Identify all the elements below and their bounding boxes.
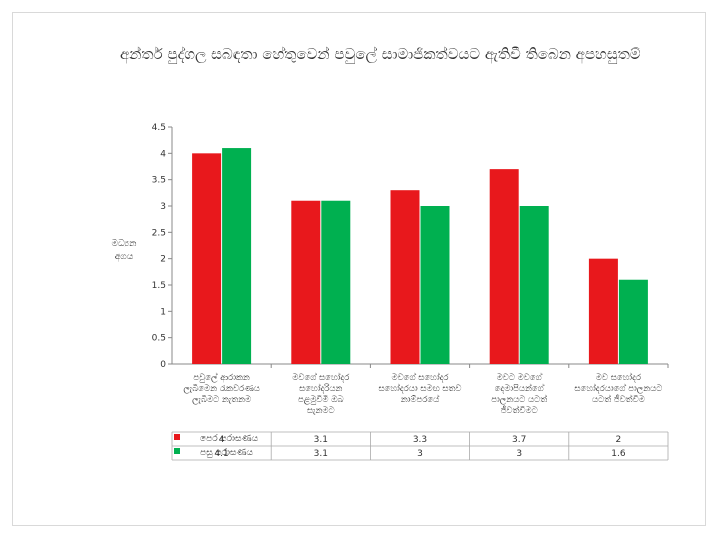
slide-frame	[12, 12, 706, 526]
table-cell: 3.3	[413, 435, 427, 445]
x-tick-label: පාලනයට යටත්	[491, 394, 548, 405]
table-cell: 1.6	[611, 449, 626, 459]
table-cell: 3.7	[512, 435, 526, 445]
y-tick-label: 3.5	[152, 176, 166, 186]
table-cell: 4.1	[214, 449, 228, 459]
legend-label: පසු පරාසණය	[200, 448, 253, 458]
x-tick-label: ලැබීමට නැතනම	[192, 394, 252, 405]
bar-after	[222, 148, 252, 364]
bar-before	[192, 153, 222, 364]
x-tick-label: සහෝදරියන	[299, 383, 342, 394]
bar-before	[489, 169, 519, 364]
x-tick-label: පවුලේ ආරාකන	[193, 372, 250, 383]
bar-before	[291, 200, 321, 364]
y-tick-label: 1	[160, 307, 166, 317]
x-tick-label: යටත් ජීවත්වීම	[592, 394, 646, 405]
y-tick-label: 1.5	[152, 281, 166, 291]
x-tick-label: ලැබීමෙන රැකවරණය	[183, 383, 260, 394]
x-tick-label: සහෝදරයාගේ පාලනයට	[574, 383, 663, 394]
bar-before	[390, 190, 420, 364]
y-tick-label: 4.5	[152, 123, 166, 133]
table-cell: 2	[616, 435, 622, 445]
y-tick-label: 3	[160, 202, 166, 212]
table-cell: 4	[219, 435, 225, 445]
legend-label: පෙර පරාසණය	[200, 434, 259, 444]
x-tick-label: ජීවත්වීමට	[501, 405, 539, 416]
bar-after	[618, 279, 648, 364]
table-cell: 3	[516, 449, 522, 459]
y-tick-label: 4	[160, 149, 166, 159]
x-tick-label: සහෝදරයා සමඟ සතව	[378, 383, 462, 394]
x-tick-label: නාම්පරයේ	[401, 394, 440, 405]
y-axis-label: අගය	[115, 252, 134, 262]
table-cell: 3.1	[314, 449, 328, 459]
y-tick-label: 0	[160, 360, 166, 370]
y-axis-label: මධ්‍යන	[112, 239, 137, 249]
x-tick-label: මවගේ සහෝදර	[391, 372, 449, 383]
bar-after	[420, 206, 450, 364]
y-tick-label: 0.5	[152, 334, 166, 344]
table-cell: 3.1	[314, 435, 328, 445]
x-tick-label: සැනමට	[307, 406, 335, 416]
y-tick-label: 2	[160, 255, 166, 265]
x-tick-label: දෙමාපියන්ගේ	[495, 383, 545, 394]
x-tick-label: මව සහෝදර	[596, 372, 642, 383]
bar-before	[588, 258, 618, 364]
x-tick-label: පළමුවිමි ඔබ	[298, 394, 345, 405]
legend-key-before	[174, 434, 180, 440]
bar-after	[519, 206, 549, 364]
chart-title: අන්තර් පුද්ගල සබඳතා හේතුවෙන් පවුලේ සාමාජ…	[120, 45, 641, 63]
y-tick-label: 2.5	[152, 228, 166, 238]
x-tick-label: මවගේ සහෝදර	[292, 372, 350, 383]
table-cell: 3	[417, 449, 423, 459]
x-tick-label: මවට මවගේ	[497, 372, 543, 383]
legend-key-after	[174, 448, 180, 454]
bar-after	[321, 200, 351, 364]
